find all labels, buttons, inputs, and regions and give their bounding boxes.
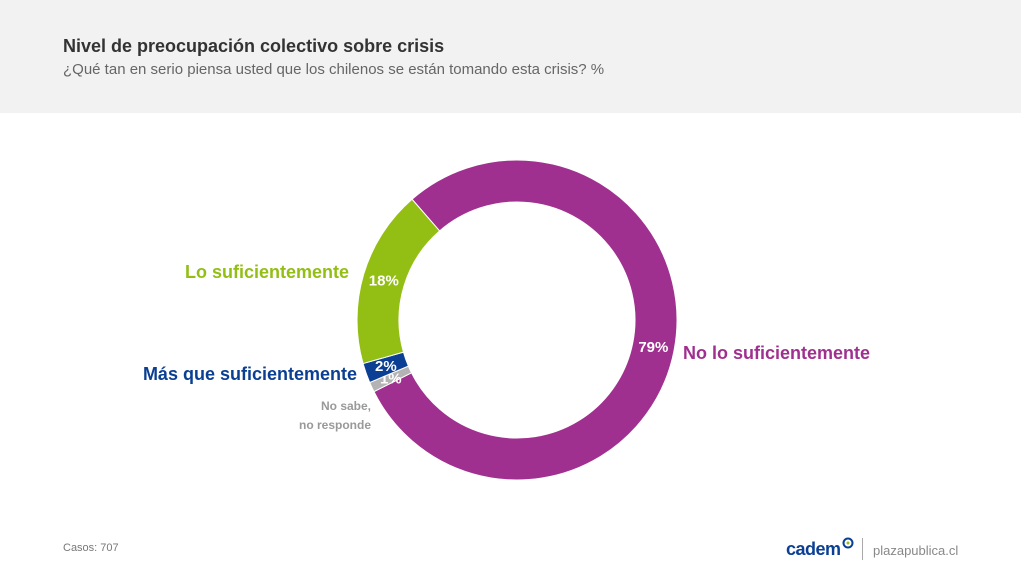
brand-logo: cadem bbox=[786, 537, 854, 560]
donut-segment bbox=[356, 198, 441, 365]
category-label: Más que suficientemente bbox=[142, 364, 357, 384]
site: plazapublica.cl bbox=[873, 543, 959, 558]
category-label: Lo suficientemente bbox=[184, 262, 349, 282]
chart-subtitle: ¿Qué tan en serio piensa usted que los c… bbox=[63, 61, 605, 78]
category-label: No sabe, no responde bbox=[298, 399, 371, 432]
logo-icon bbox=[842, 537, 854, 549]
value-label: 79% bbox=[638, 339, 668, 356]
category-label: No lo suficientemente bbox=[683, 343, 871, 363]
donut-segment bbox=[373, 159, 678, 481]
brand-text: cadem bbox=[786, 539, 841, 559]
header bbox=[0, 0, 1021, 113]
sample-note: Casos: 707 bbox=[63, 542, 119, 554]
value-label: 18% bbox=[369, 272, 399, 289]
chart-title: Nivel de preocupación colectivo sobre cr… bbox=[63, 36, 445, 56]
separator bbox=[862, 538, 863, 560]
value-label: 2% bbox=[375, 358, 397, 375]
